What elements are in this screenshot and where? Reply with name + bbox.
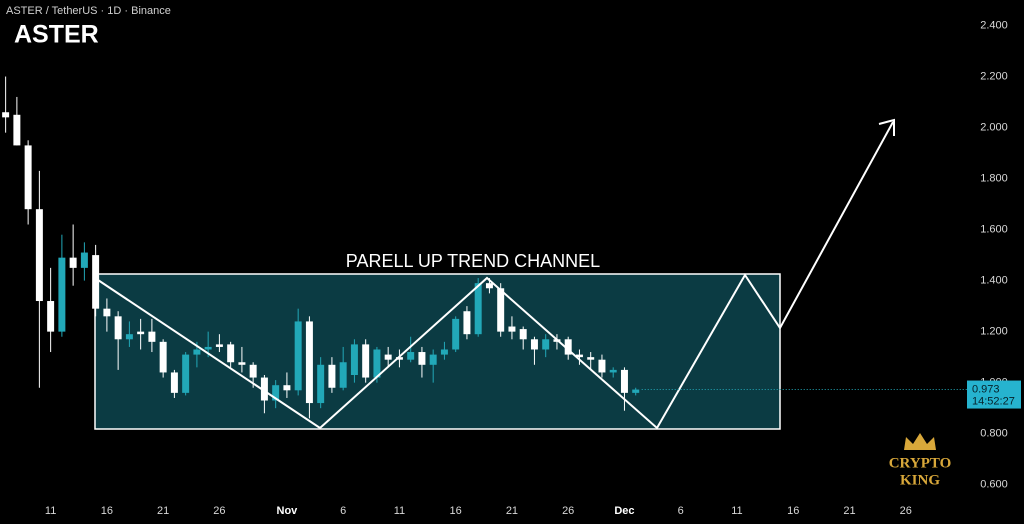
candle-body [373,349,381,378]
ticker: ASTER [14,21,99,49]
candle-body [47,301,55,332]
candle-body [632,389,640,393]
x-tick-label: 11 [731,505,742,517]
candle-body [283,385,291,391]
candle-body [170,372,178,393]
candle-body [193,349,201,355]
candle-body [35,209,43,302]
x-tick-label: 11 [45,505,56,517]
candle-body [564,339,572,355]
candle-body [530,339,538,350]
x-tick-label: 16 [101,505,113,517]
candle-body [80,252,88,268]
y-tick-label: 1.800 [980,172,1008,184]
candle-body [159,341,167,373]
candle-body [452,318,460,350]
arrow-head [878,118,895,136]
candle-body [485,283,493,289]
channel [94,273,781,430]
candle-body [508,326,516,332]
candle-body [148,331,156,342]
y-tick-label: 0.800 [980,428,1008,440]
x-tick-label: 21 [506,505,518,517]
candle-body [497,288,505,332]
candle-body [317,364,325,404]
candle-body [125,334,133,340]
candle-body [575,354,583,358]
last-price-label: 0.973 [972,383,1000,395]
candle-body [519,329,527,340]
x-tick-label: 16 [450,505,462,517]
candle-body [463,311,471,335]
candle-body [440,349,448,355]
x-tick-label: 26 [562,505,574,517]
x-tick-label: 21 [843,505,855,517]
x-tick-label: Nov [277,505,299,517]
candle-body [215,344,223,347]
candle-body [24,145,32,210]
candle-body [598,359,606,373]
candle-body [272,385,280,401]
y-tick-label: 2.000 [980,121,1008,133]
candle-body [418,352,426,365]
channel-label: PARELL UP TREND CHANNEL [346,251,600,271]
candle-body [384,354,392,360]
candle-body [260,377,268,401]
x-tick-label: 26 [900,505,912,517]
symbol-info: ASTER / TetherUS · 1D · Binance [6,5,171,17]
y-tick-label: 1.400 [980,275,1008,287]
candle-body [227,344,235,363]
last-price-box [967,380,1021,409]
y-tick-label: 2.400 [980,19,1008,31]
x-tick-label: 21 [157,505,169,517]
x-tick-label: 11 [394,505,405,517]
x-tick-label: 16 [787,505,799,517]
candle-body [13,114,21,146]
candle-body [395,357,403,360]
candle-body [305,321,313,404]
candle-body [542,339,550,350]
candle-body [294,321,302,391]
candle-body [339,362,347,388]
candle-body [137,331,145,335]
countdown: 14:52:27 [972,395,1015,407]
y-tick-label: 1.200 [980,326,1008,338]
candles [2,76,640,419]
candle-body [182,354,190,393]
projection-path [94,121,894,430]
candle-body [69,257,77,268]
x-tick-label: Dec [614,505,634,517]
candle-body [609,369,617,373]
candle-body [114,316,122,340]
candle-body [362,344,370,378]
candle-body [350,344,358,375]
candle-body [58,257,66,332]
candle-body [238,362,246,365]
candle-body [2,112,10,118]
crown-icon [904,433,936,450]
candle-body [328,364,336,388]
candle-body [103,308,111,317]
candle-body [204,346,212,350]
candle-body [407,352,415,360]
y-tick-label: 0.600 [980,479,1008,491]
y-tick-label: 2.200 [980,70,1008,82]
logo-line: CRYPTO [889,455,952,471]
candle-body [429,354,437,365]
x-tick-label: 6 [678,505,684,517]
y-tick-label: 1.600 [980,223,1008,235]
logo-line: KING [900,472,940,488]
candle-body [620,369,628,393]
candle-body [92,255,100,309]
candle-body [587,357,595,360]
candle-body [249,364,257,378]
x-tick-label: 6 [340,505,346,517]
candle-body [474,283,482,335]
x-tick-label: 26 [213,505,225,517]
